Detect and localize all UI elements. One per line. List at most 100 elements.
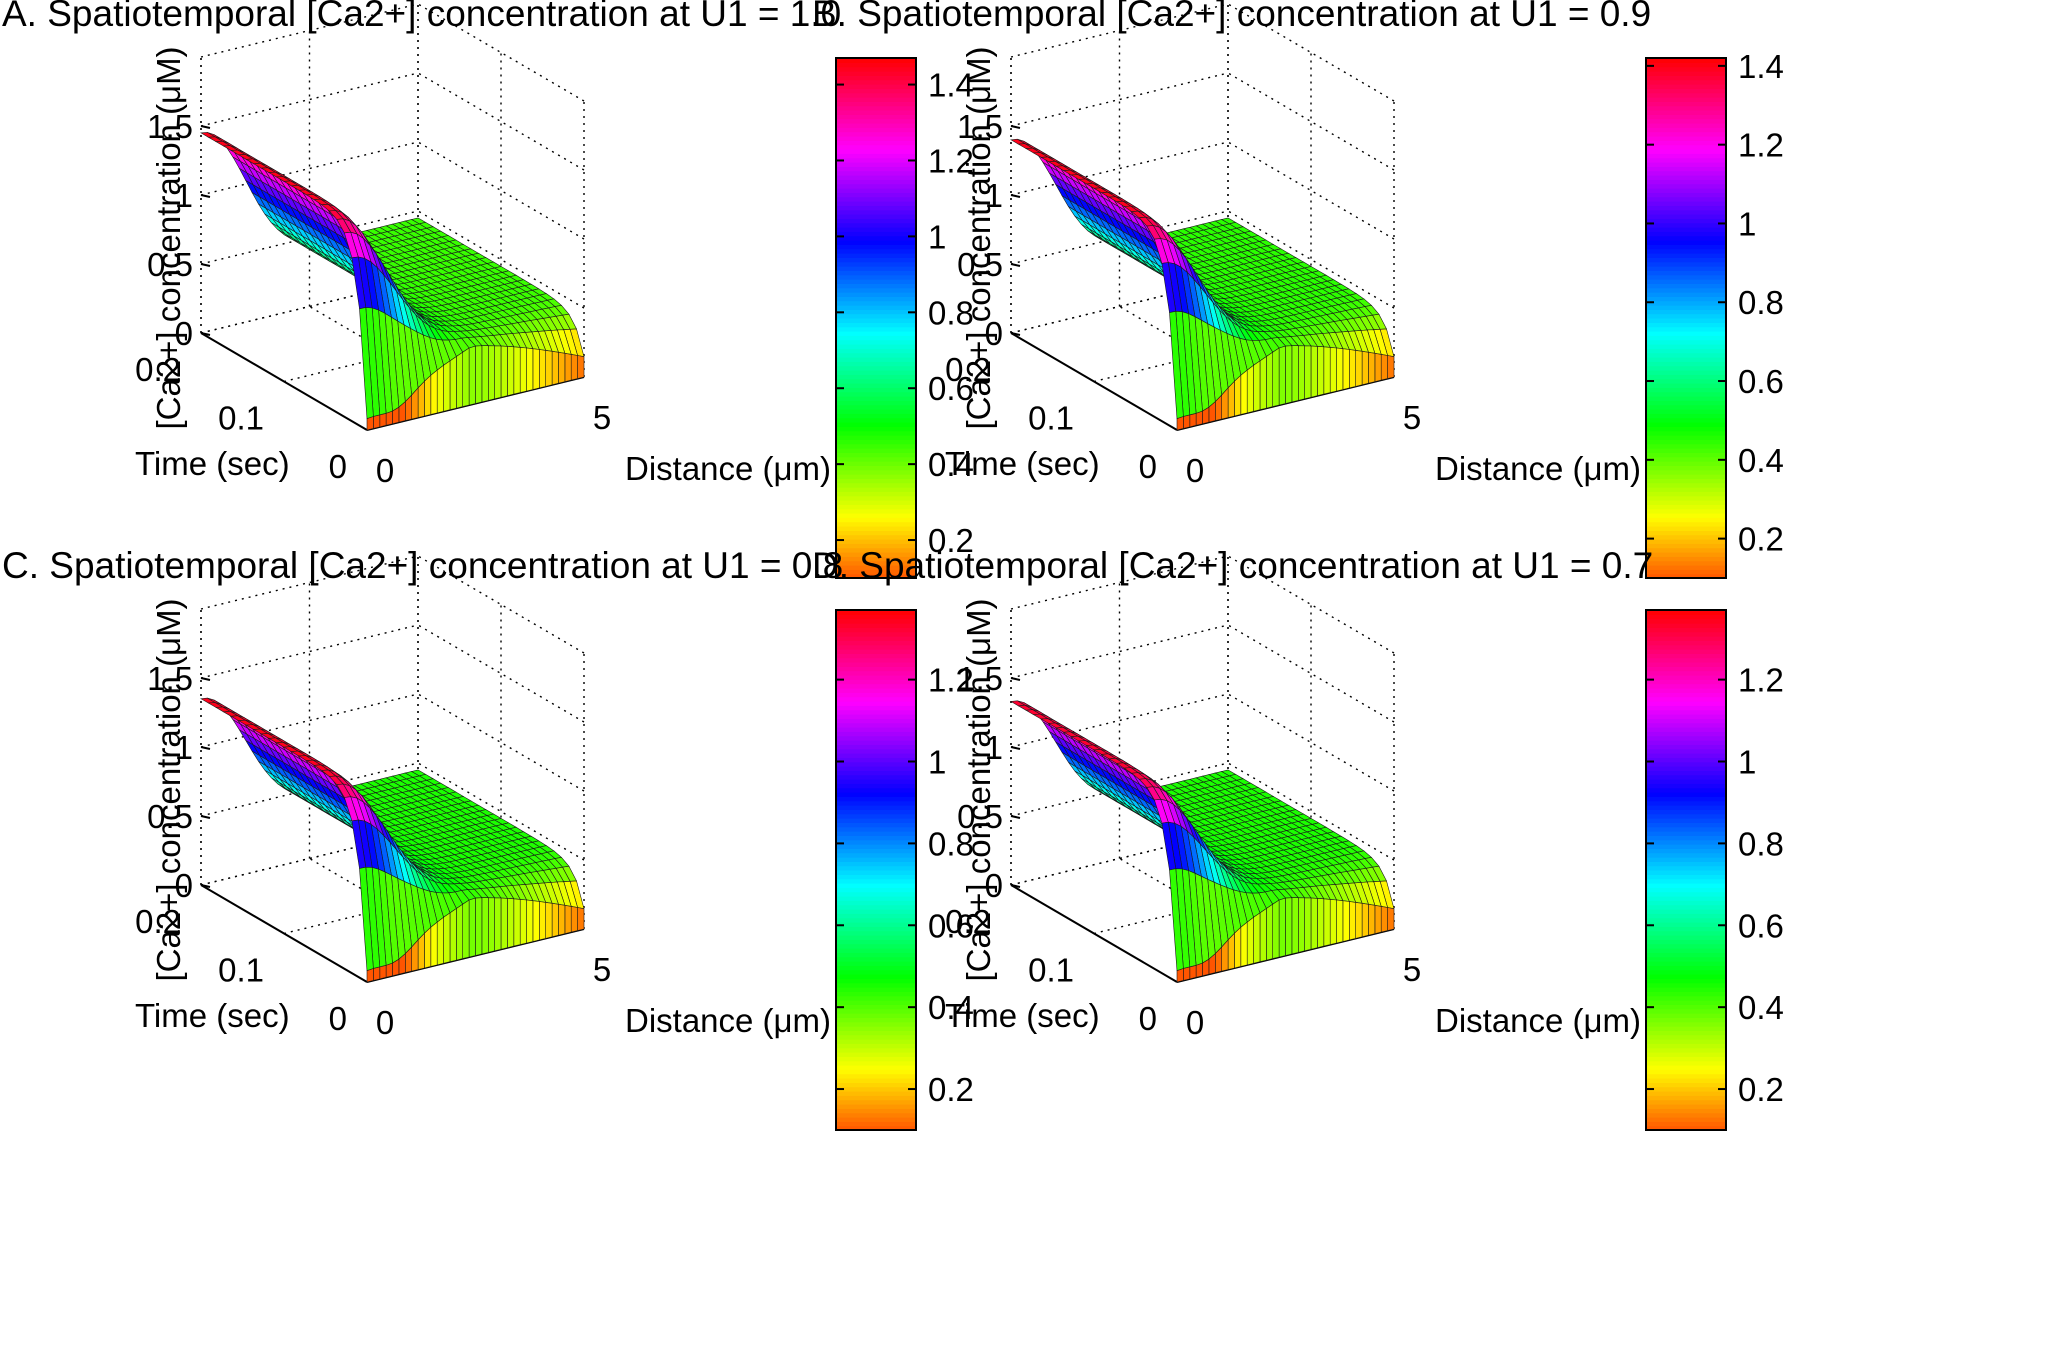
colorbar-band <box>836 748 916 754</box>
colorbar-band <box>836 969 916 975</box>
colorbar-band <box>1646 952 1726 958</box>
colorbar-band <box>836 127 916 133</box>
colorbar-band <box>836 331 916 336</box>
surface-wall <box>526 347 534 392</box>
surface-wall <box>436 364 444 414</box>
colorbar-band <box>836 357 916 362</box>
colorbar-band <box>1646 896 1726 901</box>
colorbar-band <box>836 322 916 328</box>
colorbar-band <box>836 952 916 958</box>
colorbar-band <box>836 1121 916 1127</box>
panel-C: C. Spatiotemporal [Ca2+] concentration a… <box>2 545 974 1131</box>
colorbar-band <box>1646 318 1726 323</box>
surface-wall <box>1329 347 1337 393</box>
colorbar-band <box>1646 770 1726 776</box>
z-axis-label: [Ca2+] concentration (μM) <box>150 46 187 429</box>
colorbar-band <box>1646 974 1726 979</box>
surface-wall <box>519 347 527 393</box>
colorbar-tick-label: 1.2 <box>1738 127 1784 164</box>
colorbar-band <box>1646 1021 1726 1027</box>
colorbar-band <box>1646 701 1726 706</box>
colorbar-tick-label: 0.2 <box>1738 1071 1784 1108</box>
colorbar-band <box>836 1034 916 1040</box>
colorbar-tick-label: 0.8 <box>928 294 974 331</box>
surface-wall <box>1189 965 1197 980</box>
surface-wall <box>1278 345 1286 406</box>
surface-wall <box>1195 410 1203 426</box>
colorbar-band <box>1646 244 1726 250</box>
colorbar-band <box>1646 887 1726 893</box>
surface-wall <box>494 897 502 952</box>
colorbar-band <box>836 534 916 540</box>
colorbar-band <box>836 1073 916 1079</box>
surface-wall <box>1387 907 1395 931</box>
colorbar-band <box>1646 201 1726 206</box>
colorbar-band <box>1646 623 1726 628</box>
colorbar-band <box>1646 1073 1726 1079</box>
chart-title: D. Spatiotemporal [Ca2+] concentration a… <box>812 545 1653 586</box>
surface-wall <box>475 897 483 956</box>
colorbar-band <box>1646 1104 1726 1109</box>
colorbar-band <box>1646 209 1726 215</box>
surface-wall <box>430 369 438 415</box>
time-tick-label: 0.1 <box>218 952 264 989</box>
colorbar-band <box>1646 883 1726 888</box>
colorbar-band <box>1646 266 1726 271</box>
surface-wall <box>424 926 432 969</box>
colorbar-band <box>1646 991 1726 997</box>
surface-wall <box>545 350 553 387</box>
colorbar-band <box>1646 383 1726 388</box>
colorbar-band <box>836 1052 916 1057</box>
surface-wall <box>564 904 572 935</box>
colorbar-band <box>1646 683 1726 689</box>
colorbar-band <box>836 1117 916 1122</box>
colorbar-band <box>836 573 916 579</box>
colorbar-tick-label: 0.2 <box>1738 521 1784 558</box>
colorbar-band <box>1646 822 1726 828</box>
colorbar-band <box>1646 435 1726 440</box>
colorbar-band <box>1646 1013 1726 1018</box>
time-tick-label: 0.2 <box>945 351 991 388</box>
surface-wall <box>366 416 374 431</box>
colorbar-band <box>1646 909 1726 914</box>
colorbar-band <box>836 753 916 758</box>
colorbar-band <box>1646 140 1726 146</box>
distance-tick-label: 5 <box>593 951 611 988</box>
colorbar-band <box>1646 666 1726 672</box>
colorbar-band <box>836 283 916 289</box>
surface-wall <box>570 906 578 933</box>
colorbar-band <box>1646 1004 1726 1010</box>
colorbar-band <box>1646 218 1726 224</box>
distance-tick-label: 5 <box>1403 951 1421 988</box>
colorbar-band <box>836 982 916 988</box>
colorbar-band <box>836 335 916 341</box>
colorbar-band <box>836 701 916 706</box>
colorbar-band <box>1646 757 1726 763</box>
colorbar-tick-label: 1 <box>928 218 946 255</box>
colorbar-band <box>836 640 916 646</box>
colorbar-band <box>836 166 916 172</box>
colorbar-band <box>836 1026 916 1031</box>
colorbar-band <box>1646 679 1726 685</box>
z-tick-label: 1 <box>175 177 193 214</box>
colorbar-band <box>1646 1026 1726 1031</box>
colorbar-band <box>836 201 916 206</box>
time-tick-label: 0.2 <box>945 903 991 940</box>
colorbar-band <box>1646 1052 1726 1057</box>
colorbar-tick-label: 0.8 <box>928 825 974 862</box>
surface-wall <box>462 899 470 959</box>
colorbar-band <box>836 521 916 527</box>
colorbar-band <box>836 374 916 380</box>
colorbar-band <box>1646 97 1726 102</box>
colorbar-band <box>836 396 916 401</box>
colorbar-band <box>1646 179 1726 185</box>
surface-wall <box>1259 355 1267 411</box>
colorbar-band <box>836 887 916 893</box>
surface-wall <box>1189 413 1197 428</box>
colorbar-band <box>836 965 916 971</box>
z-tick-label: 0 <box>175 315 193 352</box>
colorbar-band <box>836 1095 916 1101</box>
surface-wall <box>417 380 425 418</box>
surface-wall <box>475 345 483 404</box>
z-tick-label: 1 <box>985 177 1003 214</box>
